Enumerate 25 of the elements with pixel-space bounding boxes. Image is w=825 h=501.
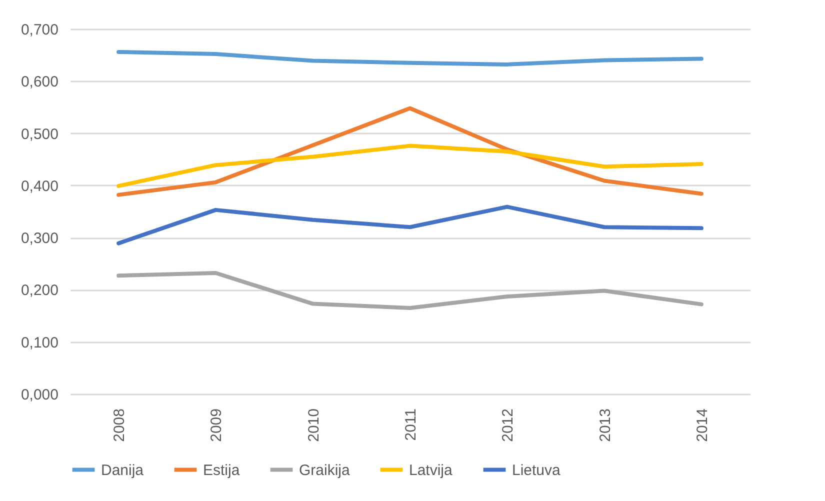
y-tick-label: 0,300 (20, 230, 58, 248)
y-tick-label: 0,000 (20, 386, 58, 404)
line-series (116, 106, 704, 197)
y-tick-label: 0,200 (20, 282, 58, 300)
line-series (116, 204, 704, 246)
legend-label: Graikija (299, 462, 350, 479)
legend-label: Latvija (409, 462, 454, 479)
x-tick-label: 2014 (694, 408, 711, 442)
line-series (116, 271, 704, 310)
y-tick-label: 0,400 (20, 178, 58, 195)
legend-label: Danija (101, 462, 144, 479)
y-tick-label: 0,600 (20, 74, 58, 91)
x-tick-label: 2012 (500, 408, 517, 442)
x-tick-label: 2011 (402, 408, 420, 441)
line-series (116, 144, 704, 188)
x-tick-label: 2009 (208, 408, 226, 442)
x-tick-label: 2013 (596, 408, 614, 442)
y-tick-label: 0,700 (20, 22, 58, 38)
y-tick-label: 0,100 (20, 334, 58, 352)
x-tick-label: 2008 (111, 408, 128, 442)
legend-label: Estija (203, 462, 240, 479)
legend-label: Lietuva (512, 462, 562, 479)
x-tick-label: 2010 (305, 408, 322, 442)
line-series (116, 50, 704, 66)
y-tick-label: 0,500 (20, 126, 58, 143)
